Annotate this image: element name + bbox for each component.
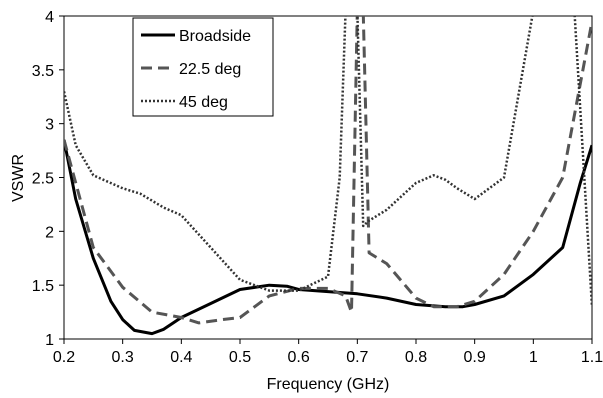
series-layer bbox=[64, 16, 592, 336]
x-tick-label: 0.7 bbox=[346, 349, 368, 366]
legend-label-1: 22.5 deg bbox=[179, 61, 241, 78]
series-line-2 bbox=[64, 16, 592, 307]
y-tick-label: 1.5 bbox=[32, 278, 54, 295]
y-tick-label: 2 bbox=[45, 224, 54, 241]
axis-layer: 0.2 0.3 0.4 0.5 0.6 0.7 0.8 0.9 1 1.1 1 1.5 2 2.5 3 3.5… bbox=[32, 9, 603, 366]
x-tick-label: 1 bbox=[529, 349, 538, 366]
y-tick-label: 3 bbox=[45, 117, 54, 134]
x-tick-label: 0.6 bbox=[288, 349, 310, 366]
series-line-1 bbox=[64, 16, 592, 325]
y-tick-label: 2.5 bbox=[32, 171, 54, 188]
x-tick-label: 0.9 bbox=[464, 349, 486, 366]
x-tick-label: 0.3 bbox=[112, 349, 134, 366]
y-tick-label: 4 bbox=[45, 9, 54, 26]
x-tick-label: 0.4 bbox=[170, 349, 192, 366]
y-tick-label: 1 bbox=[45, 332, 54, 349]
series-line-0 bbox=[64, 139, 592, 336]
x-tick-label: 0.5 bbox=[229, 349, 251, 366]
y-axis-title: VSWR bbox=[10, 154, 27, 202]
x-tick-label: 1.1 bbox=[581, 349, 603, 366]
legend: Broadside 22.5 deg 45 deg bbox=[132, 17, 274, 117]
x-tick-label: 0.2 bbox=[53, 349, 75, 366]
legend-label-2: 45 deg bbox=[179, 94, 228, 111]
x-tick-label: 0.8 bbox=[405, 349, 427, 366]
x-axis-title: Frequency (GHz) bbox=[267, 376, 390, 393]
legend-label-0: Broadside bbox=[179, 28, 251, 45]
y-tick-label: 3.5 bbox=[32, 63, 54, 80]
